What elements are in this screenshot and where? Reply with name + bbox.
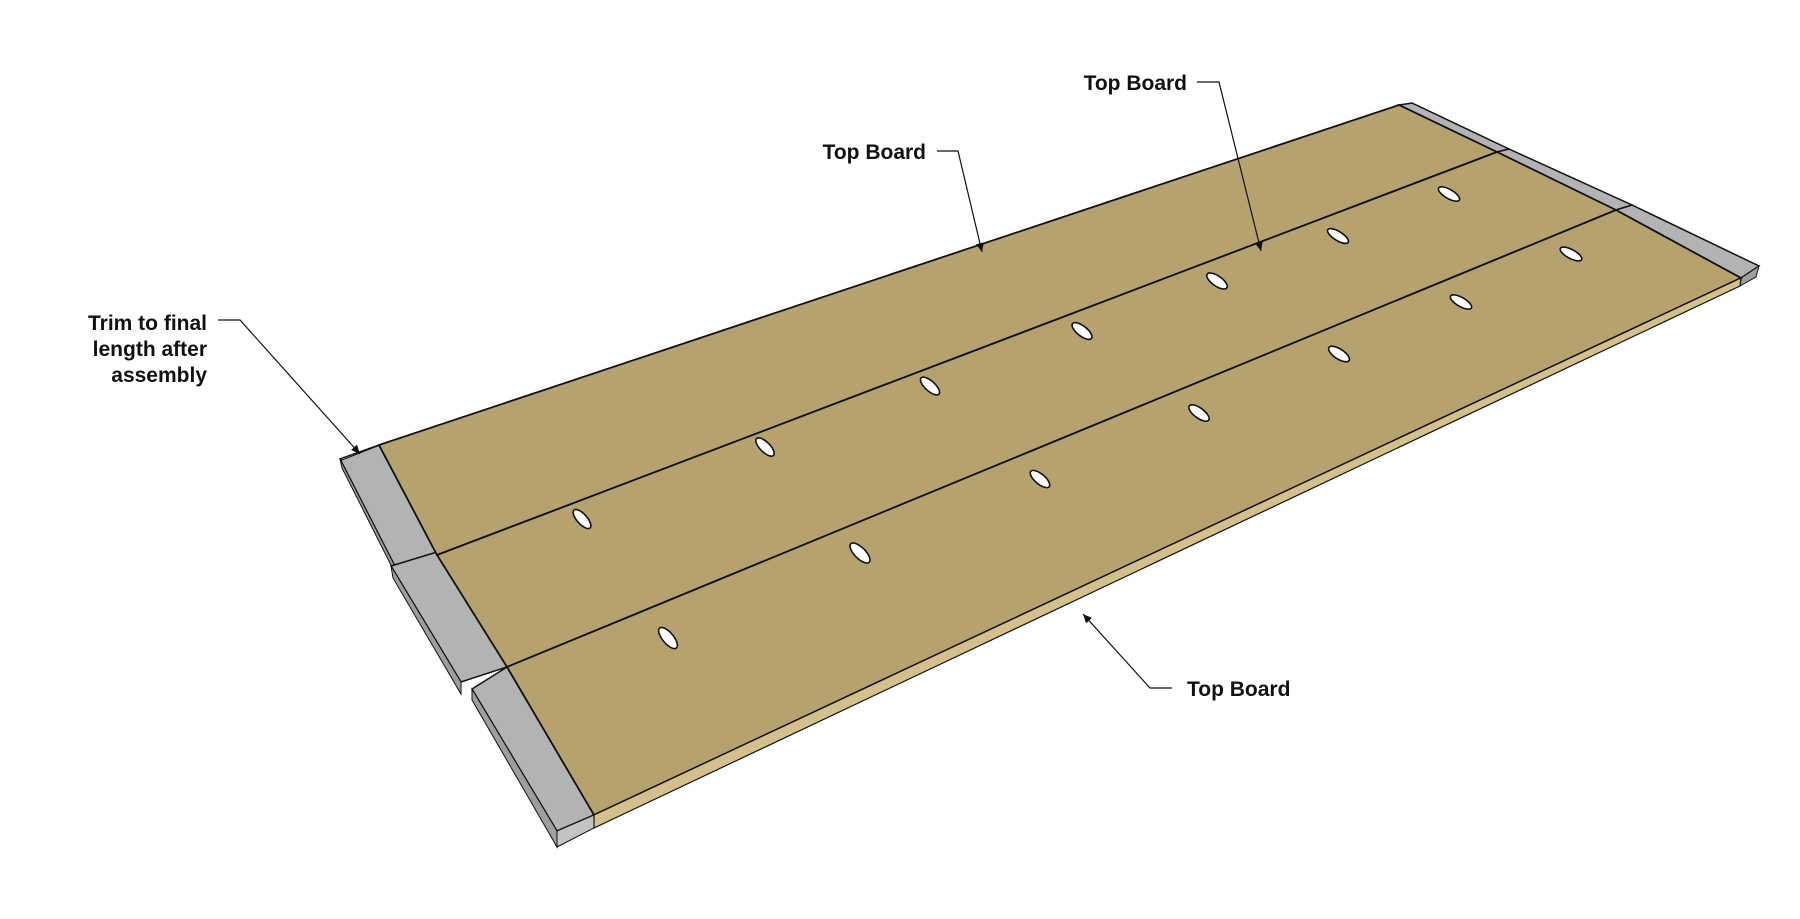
pocket-hole-icon (755, 437, 775, 457)
pocket-hole-icon (1437, 186, 1461, 202)
pocket-hole-icon (1327, 345, 1351, 363)
top-board-back-label: Top Board (823, 141, 926, 164)
pocket-hole-icon (1071, 321, 1093, 341)
pocket-hole-icon (1326, 227, 1350, 245)
trim-label-line3: assembly (111, 364, 207, 387)
trim-label-line1: Trim to final (88, 312, 207, 335)
pocket-hole-icon (849, 542, 871, 564)
top-boards (377, 104, 1743, 829)
trim-label-line2: length after (93, 338, 207, 361)
left-trim-stock (338, 444, 596, 849)
top-board-front-label: Top Board (1187, 678, 1290, 701)
trim-block-middle-side (390, 565, 462, 696)
top-board-back-leader-line (937, 150, 984, 253)
pocket-hole-icon (657, 626, 679, 650)
pocket-hole-icon (1188, 404, 1210, 422)
pocket-holes (572, 186, 1583, 650)
top-board-front-edge (593, 276, 1742, 829)
top-board-middle-label: Top Board (1084, 72, 1187, 95)
pocket-hole-icon (572, 508, 592, 530)
top-board-middle-leader-line (1197, 81, 1263, 252)
callout-labels: Trim to final length after assembly Top … (88, 72, 1290, 701)
pocket-hole-icon (919, 376, 941, 396)
pocket-hole-icon (1559, 246, 1583, 262)
trim-leader-line (218, 319, 361, 455)
leader-lines (218, 81, 1263, 689)
pocket-hole-icon (1449, 294, 1473, 310)
top-board-front-leader-line (1082, 613, 1172, 689)
pocket-hole-icon (1205, 272, 1229, 290)
pocket-hole-icon (1029, 469, 1051, 489)
